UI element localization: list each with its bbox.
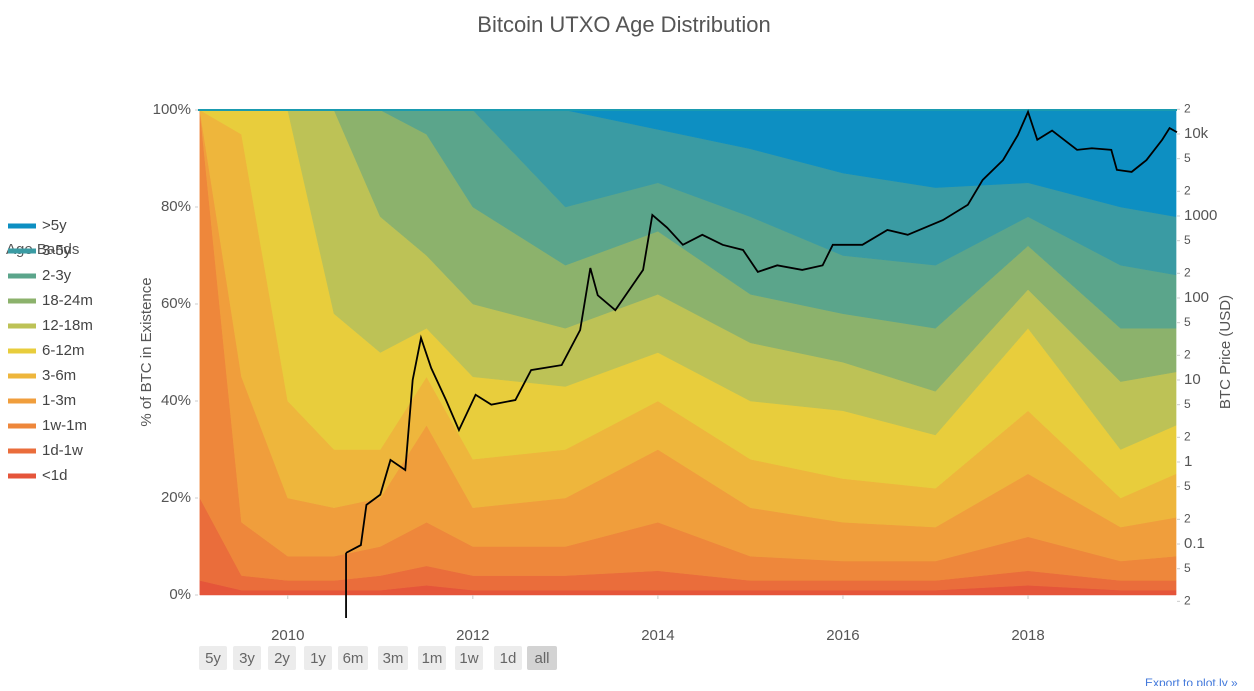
legend-title: Age Bands bbox=[6, 241, 79, 258]
y2-tick-label: 5 bbox=[1184, 315, 1191, 329]
legend-label: <1d bbox=[42, 467, 67, 484]
range-button-label[interactable]: 3y bbox=[239, 650, 255, 667]
x-tick-label: 2012 bbox=[456, 627, 489, 644]
y2-tick-label: 1 bbox=[1184, 453, 1192, 470]
range-button-label[interactable]: 5y bbox=[205, 650, 221, 667]
y2-tick-label: 10k bbox=[1184, 125, 1209, 142]
y-tick-label: 60% bbox=[161, 295, 191, 312]
y2-tick-label: 2 bbox=[1184, 429, 1191, 443]
export-link[interactable]: Export to plot.ly » bbox=[1145, 676, 1238, 690]
y2-tick-label: 100 bbox=[1184, 289, 1209, 306]
range-button[interactable]: 6m bbox=[338, 646, 368, 670]
legend-label: 6-12m bbox=[42, 342, 85, 359]
y2-tick-label: 2 bbox=[1184, 594, 1191, 608]
range-button-bg bbox=[304, 646, 332, 670]
range-button-bg bbox=[494, 646, 522, 670]
range-button-bg bbox=[233, 646, 261, 670]
y-tick-label: 40% bbox=[161, 392, 191, 409]
range-button[interactable]: 1y bbox=[304, 646, 332, 670]
range-button-bg bbox=[268, 646, 296, 670]
y2-tick-label: 2 bbox=[1184, 265, 1191, 279]
range-button-bg bbox=[455, 646, 483, 670]
range-button-label[interactable]: 1w bbox=[459, 650, 478, 667]
y2-axis-label: BTC Price (USD) bbox=[1217, 295, 1234, 409]
y2-tick-label: 5 bbox=[1184, 233, 1191, 247]
x-tick-label: 2016 bbox=[826, 627, 859, 644]
x-tick-label: 2010 bbox=[271, 627, 304, 644]
range-button[interactable]: 1m bbox=[418, 646, 446, 670]
y2-tick-label: 0.1 bbox=[1184, 535, 1205, 552]
range-button-bg bbox=[199, 646, 227, 670]
y2-tick-label: 5 bbox=[1184, 561, 1191, 575]
range-button-bg bbox=[378, 646, 408, 670]
range-button[interactable]: 5y bbox=[199, 646, 227, 670]
y-tick-label: 100% bbox=[153, 101, 191, 118]
y-tick-label: 20% bbox=[161, 489, 191, 506]
y2-tick-label: 10 bbox=[1184, 371, 1201, 388]
y2-tick-label: 1000 bbox=[1184, 207, 1217, 224]
range-button[interactable]: 1d bbox=[494, 646, 522, 670]
range-button-bg bbox=[527, 646, 557, 670]
range-button-label[interactable]: 1m bbox=[422, 650, 443, 667]
x-tick-label: 2014 bbox=[641, 627, 674, 644]
range-button-label[interactable]: 6m bbox=[343, 650, 364, 667]
range-button-bg bbox=[418, 646, 446, 670]
legend-label: 3-5y bbox=[42, 242, 72, 259]
legend-label: 1w-1m bbox=[42, 417, 87, 434]
chart-title: Bitcoin UTXO Age Distribution bbox=[477, 12, 770, 37]
range-button-label[interactable]: 1y bbox=[310, 650, 326, 667]
range-button[interactable]: 2y bbox=[268, 646, 296, 670]
y2-tick-label: 5 bbox=[1184, 397, 1191, 411]
y-tick-label: 0% bbox=[169, 586, 191, 603]
legend-label: 2-3y bbox=[42, 267, 72, 284]
range-button-label[interactable]: 3m bbox=[383, 650, 404, 667]
y2-tick-label: 2 bbox=[1184, 183, 1191, 197]
legend-label: >5y bbox=[42, 217, 67, 234]
legend-label: 3-6m bbox=[42, 367, 76, 384]
range-button[interactable]: 3m bbox=[378, 646, 408, 670]
y-tick-label: 80% bbox=[161, 198, 191, 215]
y2-tick-label: 2 bbox=[1184, 347, 1191, 361]
range-button[interactable]: all bbox=[527, 646, 557, 670]
price-line bbox=[345, 109, 1178, 554]
y-axis-label: % of BTC in Existence bbox=[138, 277, 155, 426]
y2-tick-label: 5 bbox=[1184, 479, 1191, 493]
range-button-bg bbox=[338, 646, 368, 670]
range-button-label[interactable]: 1d bbox=[500, 650, 517, 667]
legend-label: 18-24m bbox=[42, 292, 93, 309]
range-button-label[interactable]: 2y bbox=[274, 650, 290, 667]
range-button[interactable]: 3y bbox=[233, 646, 261, 670]
legend-label: 1d-1w bbox=[42, 442, 83, 459]
range-button[interactable]: 1w bbox=[455, 646, 483, 670]
x-tick-label: 2018 bbox=[1011, 627, 1044, 644]
legend-label: 12-18m bbox=[42, 317, 93, 334]
legend-label: 1-3m bbox=[42, 392, 76, 409]
y2-tick-label: 2 bbox=[1184, 512, 1191, 526]
range-button-label[interactable]: all bbox=[534, 650, 549, 667]
y2-tick-label: 5 bbox=[1184, 151, 1191, 165]
y2-tick-label: 2 bbox=[1184, 101, 1191, 115]
